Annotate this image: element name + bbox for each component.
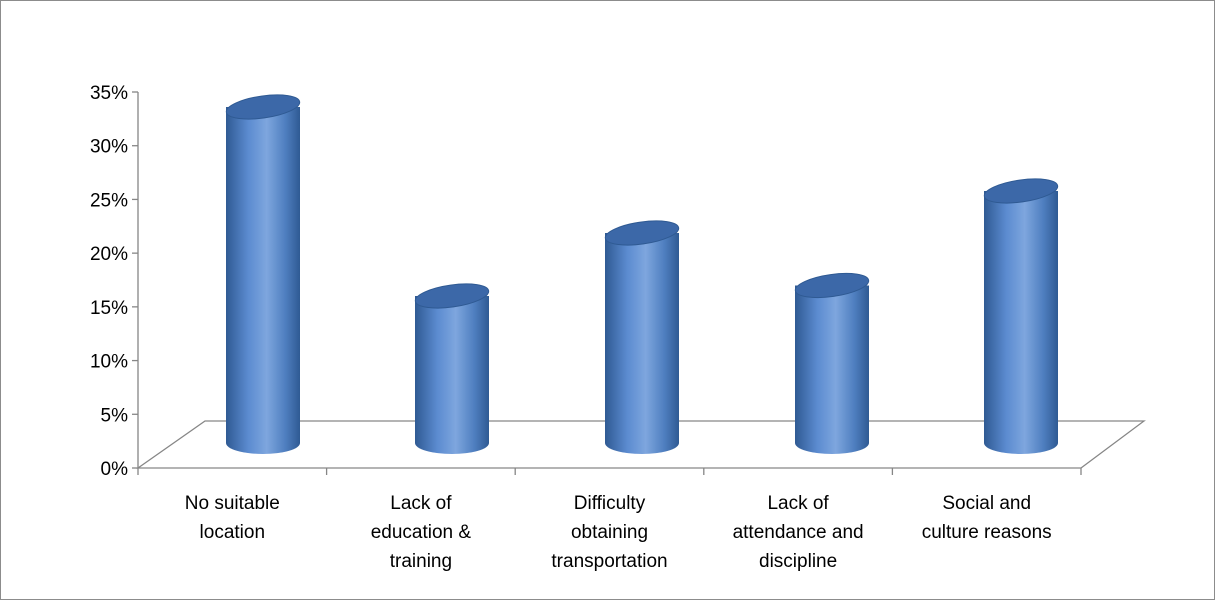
- x-category-label-line: Lack of: [767, 493, 829, 514]
- x-category-label-line: training: [390, 551, 452, 572]
- bar-top: [794, 272, 870, 299]
- x-category-label: Lack of attendance and discipline: [733, 493, 864, 572]
- y-tick-label: 5%: [101, 405, 129, 426]
- bar-body: [605, 233, 679, 454]
- x-category-label-line: Social and: [942, 493, 1031, 514]
- bar: [604, 220, 680, 454]
- x-category-label-line: education &: [371, 522, 472, 543]
- bar-top: [604, 220, 680, 246]
- bar-top: [983, 178, 1059, 204]
- chart-floor: [135, 420, 1146, 469]
- bar-top: [225, 94, 301, 120]
- x-category-label: Social and culture reasons: [922, 493, 1052, 543]
- y-tick-label: 25%: [90, 190, 128, 211]
- x-category-label-line: Difficulty: [574, 493, 646, 514]
- x-category-label-line: discipline: [759, 551, 837, 572]
- bar-body: [226, 107, 300, 454]
- x-category-label-line: No suitable: [185, 493, 280, 514]
- bar-body: [415, 296, 489, 454]
- y-tick-label: 20%: [90, 244, 128, 265]
- y-tick-label: 10%: [90, 352, 128, 373]
- x-category-label-line: Lack of: [390, 493, 452, 514]
- x-category-label-line: obtaining: [571, 522, 648, 543]
- x-category-label: Difficulty obtaining transportation: [551, 493, 667, 572]
- x-category-label-line: culture reasons: [922, 522, 1052, 543]
- bar-body: [795, 285, 869, 454]
- y-tick-label: 0%: [101, 459, 129, 480]
- x-category-label: No suitable location: [185, 493, 280, 543]
- bar: [794, 272, 870, 454]
- y-tick-label: 35%: [90, 83, 128, 104]
- x-category-label-line: location: [200, 522, 266, 543]
- x-category-label-line: transportation: [551, 551, 667, 572]
- bar: [414, 283, 490, 454]
- bar: [225, 94, 301, 454]
- x-category-label: Lack of education & training: [371, 493, 472, 572]
- y-tick-label: 15%: [90, 298, 128, 319]
- bar-top: [414, 283, 490, 309]
- x-category-label-line: attendance and: [733, 522, 864, 543]
- y-tick-label: 30%: [90, 137, 128, 158]
- bar: [983, 178, 1059, 454]
- bar-body: [984, 191, 1058, 454]
